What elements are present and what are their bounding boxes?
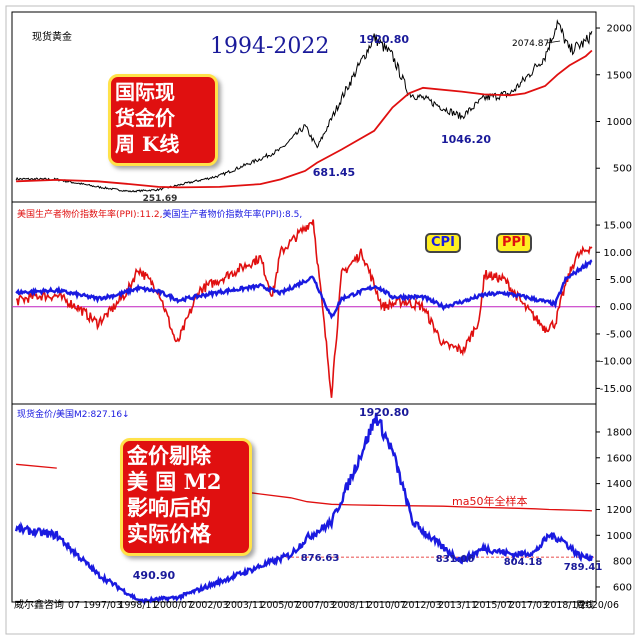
x-tick-label: 2018/10 [545,600,584,611]
gold-2008-low-label: 681.45 [313,166,355,179]
ppi-legend-red: 美国生产者物价指数年率(PPI):11.2, [17,210,163,220]
gold-price-line [15,19,593,193]
real-ma-line-right [219,488,592,512]
real-2015-label: 804.18 [504,557,543,568]
cpi-line [15,259,593,320]
real-ma-line-left [16,463,57,469]
cpi-tag: CPI [425,233,461,253]
real-y-tick-label: 1400 [607,479,632,490]
real-y-tick-label: 1200 [607,505,632,516]
x-tick-label: 1997/03 [83,600,122,611]
ppi-y-tick-label: -15.00 [600,384,632,395]
x-tick-label: 2012/03 [403,600,442,611]
real-peak-2011-label: 1920.80 [359,406,409,419]
real-gold-panel: 1920.80 876.63 490.90 831.06 804.18 789.41 [14,406,603,606]
ppi-legend-blue: 美国生产者物价指数年率(PPI):8.5, [162,210,303,220]
gold-2001-low-label: 251.69 [143,194,178,204]
outer-frame [5,5,635,635]
ma50-label: ma50年全样本 [452,495,528,508]
x-axis: 威尔鑫咨询 07 1997/031998/112000/072002/032003/… [14,598,619,611]
x-tick-label: 2015/07 [474,600,513,611]
gold-corner-label: 现货黄金 [32,32,72,43]
gold-y-tick-label: 2000 [607,24,632,35]
ppi-y-tick-label: -10.00 [600,357,632,368]
real-2001-low-label: 490.90 [133,569,176,582]
real-y-tick-label: 1800 [607,427,632,438]
ppi-line [15,219,593,398]
real-2013-label: 831.06 [436,554,475,565]
x-tick-label: 1998/11 [119,600,158,611]
box2-line-4: 实际价格 [127,521,211,546]
box2-line-2: 美 国 M2 [127,469,222,494]
real-gold-legend: 现货金价/美国M2:827.16↓ [17,410,130,420]
x-tick-label: 2010/07 [367,600,406,611]
ppi-y-tick-label: -5.00 [606,329,632,340]
box2-line-3: 影响后的 [127,495,211,520]
x-tick-label: 2008/11 [332,600,371,611]
gold-y-tick-label: 1500 [607,70,632,81]
x-tick-label: 07 [68,600,80,611]
real-2008-label: 876.63 [301,553,340,564]
gold-peak-2020-label: 2074.87 [512,39,549,49]
ppi-tag: PPI [496,233,532,253]
period-title: 1994-2022 [210,34,330,59]
ppi-legend: 美国生产者物价指数年率(PPI):11.2,美国生产者物价指数年率(PPI):8… [17,207,302,220]
real-gold-line [14,412,594,606]
x-tick-label: 2020/06 [580,600,619,611]
cpi-ppi-panel [12,219,596,398]
real-y-tick-label: 600 [613,582,632,593]
box1-line-1: 国际现 [115,80,175,104]
gold-peak-2011-label: 1920.80 [359,33,409,46]
ppi-y-tick-label: 0.00 [610,302,632,313]
y-axes: 500 1000 1500 2000 -15.00 -10.00 -5.00 0.00 5.00… [596,24,632,593]
x-end-label: 周线 [576,599,594,611]
x-tick-label: 2002/03 [190,600,229,611]
real-y-tick-label: 1000 [607,531,632,542]
real-y-tick-label: 800 [613,557,632,568]
gold-y-tick-label: 500 [613,164,632,175]
source-label: 威尔鑫咨询 [14,598,64,611]
x-tick-label: 2013/11 [438,600,477,611]
box1-line-2: 货金价 [115,106,175,130]
box2-line-1: 金价剔除 [127,443,211,468]
ppi-y-tick-label: 15.00 [603,221,632,232]
gold-peak-2020-pointer [546,40,561,44]
real-y-tick-label: 1600 [607,453,632,464]
x-tick-label: 2000/07 [154,600,193,611]
gold-y-tick-label: 1000 [607,117,632,128]
x-tick-label: 2003/11 [225,600,264,611]
ppi-y-tick-label: 5.00 [610,275,632,286]
real-gold-title-box: 金价剔除 美 国 M2 影响后的 实际价格 [120,438,252,556]
box1-line-3: 周 K线 [115,132,180,156]
ppi-y-tick-label: 10.00 [603,248,632,259]
x-tick-label: 2017/03 [509,600,548,611]
x-tick-label: 2007/03 [296,600,335,611]
gold-ma-line [16,49,593,189]
gold-price-panel: 1920.80 2074.87 681.45 1046.20 251.69 [15,19,593,204]
gold-2015-low-label: 1046.20 [441,133,491,146]
gold-weekly-title-box: 国际现 货金价 周 K线 [108,74,218,166]
x-tick-label: 2005/07 [261,600,300,611]
real-2022-label: 789.41 [564,562,603,573]
